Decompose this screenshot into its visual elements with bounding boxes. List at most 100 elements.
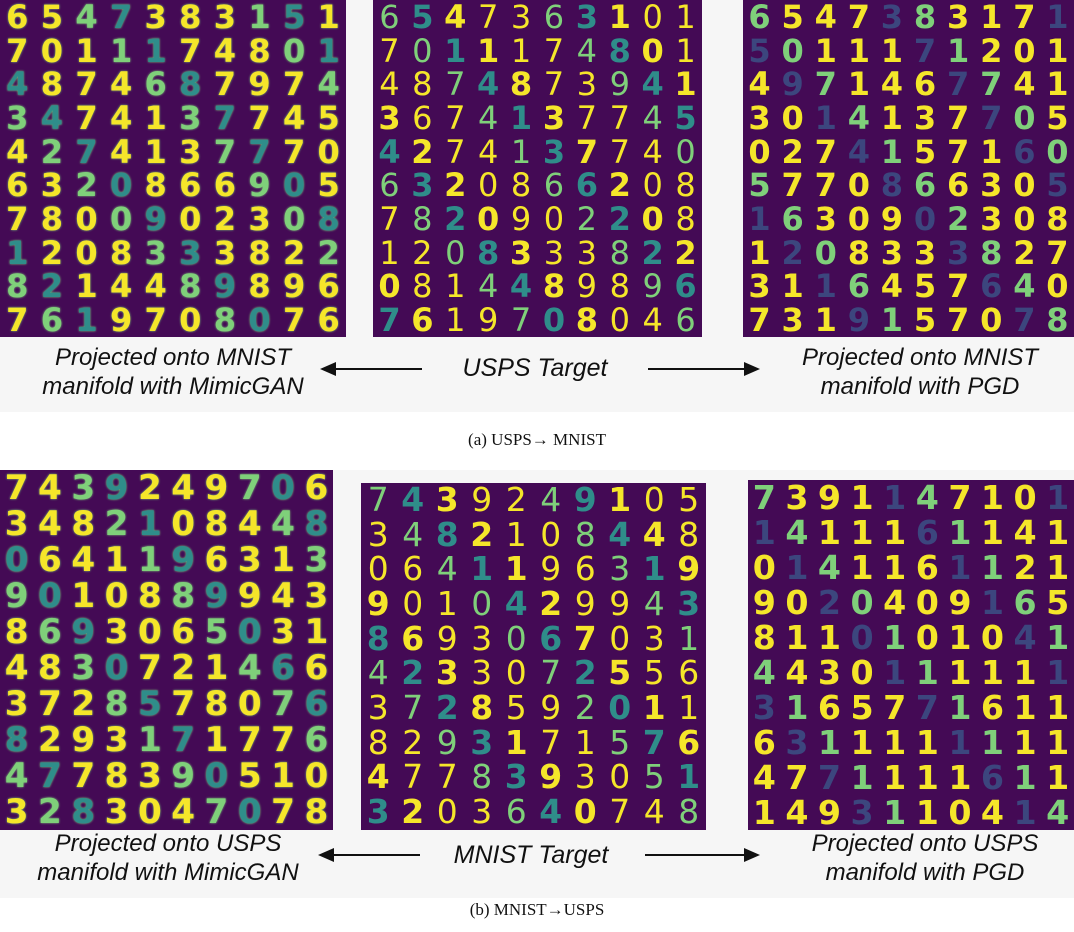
- digit-cell: 0: [540, 517, 562, 553]
- digit-cell: 1: [785, 620, 809, 655]
- digit-cell: 1: [850, 515, 874, 550]
- digit-cell: 5: [1046, 101, 1069, 135]
- digit-cell: 8: [179, 0, 202, 34]
- digit-cell: 6: [304, 470, 329, 506]
- digit-cell: 0: [608, 691, 632, 726]
- digit-cell: 9: [609, 67, 630, 102]
- digit-cell: 0: [542, 303, 566, 337]
- digit-cell: 3: [542, 134, 566, 169]
- digit-cell: 0: [104, 650, 129, 686]
- digit-cell: 1: [948, 760, 972, 795]
- digit-cell: 1: [675, 0, 696, 34]
- digit-cell: 1: [444, 33, 467, 68]
- digit-cell: 4: [477, 101, 499, 135]
- digit-cell: 9: [880, 202, 904, 236]
- digit-cell: 1: [504, 725, 528, 761]
- digit-cell: 7: [781, 168, 804, 203]
- digit-cell: 9: [573, 483, 597, 518]
- digit-cell: 3: [4, 686, 29, 722]
- digit-cell: 0: [609, 303, 630, 337]
- digit-cell: 8: [248, 33, 271, 68]
- digit-cell: 3: [71, 650, 96, 686]
- digit-cell: 3: [179, 101, 202, 135]
- digit-cell: 7: [6, 202, 29, 236]
- digit-cell: 1: [445, 269, 466, 304]
- digit-cell: 0: [850, 585, 874, 620]
- digit-cell: 3: [576, 235, 598, 270]
- digit-cell: 0: [282, 33, 306, 68]
- digit-cell: 1: [980, 585, 1005, 620]
- digit-cell: 3: [471, 621, 493, 657]
- digit-cell: 8: [144, 168, 167, 203]
- digit-cell: 8: [435, 517, 459, 553]
- digit-cell: 6: [913, 168, 937, 203]
- digit-cell: 1: [144, 101, 167, 135]
- digit-cell: 6: [412, 101, 433, 135]
- digit-cell: 6: [402, 552, 424, 588]
- digit-cell: 1: [109, 33, 133, 68]
- digit-cell: 0: [543, 202, 565, 236]
- digit-cell: 4: [366, 760, 390, 796]
- digit-cell: 1: [883, 760, 907, 795]
- digit-cell: 1: [915, 795, 939, 830]
- digit-cell: 8: [6, 269, 29, 304]
- digit-cell: 8: [608, 33, 631, 68]
- digit-cell: 5: [608, 656, 632, 692]
- digit-cell: 4: [1046, 795, 1070, 830]
- digit-cell: 1: [144, 134, 167, 169]
- digit-cell: 3: [504, 760, 528, 796]
- digit-cell: 9: [752, 585, 776, 620]
- digit-cell: 7: [402, 691, 424, 726]
- digit-cell: 0: [237, 794, 262, 830]
- digit-cell: 4: [38, 470, 62, 506]
- digit-cell: 4: [237, 650, 262, 686]
- digit-cell: 6: [304, 722, 329, 758]
- digit-cell: 1: [1046, 67, 1069, 102]
- digit-cell: 0: [675, 134, 696, 169]
- digit-cell: 1: [785, 550, 809, 585]
- digit-cell: 0: [38, 578, 62, 614]
- digit-cell: 7: [947, 101, 970, 135]
- digit-cell: 7: [4, 470, 29, 506]
- digit-cell: 2: [435, 691, 459, 726]
- digit-cell: 9: [204, 578, 229, 614]
- digit-cell: 3: [104, 722, 129, 758]
- digit-cell: 1: [817, 725, 842, 760]
- digit-cell: 6: [40, 303, 64, 337]
- digit-cell: 8: [40, 67, 64, 102]
- digit-cell: 7: [817, 760, 842, 795]
- digit-cell: 0: [436, 795, 458, 830]
- digit-cell: 3: [471, 795, 493, 830]
- digit-cell: 9: [948, 585, 972, 620]
- digit-cell: 7: [540, 656, 562, 692]
- figure-a-left-arrowhead: [320, 362, 336, 376]
- digit-cell: 4: [4, 650, 29, 686]
- digit-cell: 2: [40, 134, 64, 169]
- digit-cell: 1: [752, 795, 776, 830]
- digit-cell: 1: [1013, 655, 1037, 690]
- digit-cell: 1: [1013, 690, 1037, 725]
- digit-cell: 9: [248, 168, 271, 203]
- digit-cell: 6: [271, 650, 295, 686]
- figure-b-right-label-line1: Projected onto USPS: [811, 830, 1039, 857]
- digit-cell: 1: [980, 515, 1005, 550]
- digit-cell: 4: [144, 269, 167, 304]
- digit-cell: 9: [282, 269, 306, 304]
- digit-cell: 9: [436, 621, 458, 657]
- digit-cell: 7: [237, 722, 262, 758]
- digit-cell: 5: [282, 0, 306, 34]
- digit-cell: 6: [677, 725, 701, 761]
- digit-cell: 9: [781, 67, 804, 102]
- digit-cell: 6: [847, 269, 870, 304]
- digit-cell: 1: [1013, 725, 1037, 760]
- digit-cell: 1: [883, 620, 907, 655]
- digit-cell: 5: [674, 101, 697, 135]
- digit-cell: 1: [271, 758, 295, 794]
- digit-cell: 4: [643, 795, 665, 830]
- digit-cell: 1: [915, 655, 939, 690]
- digit-cell: 7: [477, 0, 499, 34]
- digit-cell: 8: [304, 506, 329, 542]
- digit-cell: 1: [137, 722, 162, 758]
- digit-cell: 3: [367, 691, 389, 726]
